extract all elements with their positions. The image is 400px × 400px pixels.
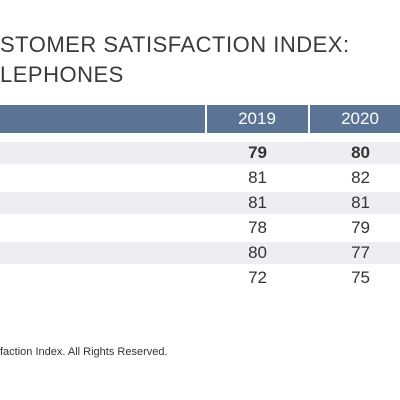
cell: 82: [351, 168, 370, 187]
cell: 78: [248, 218, 267, 237]
table-row: 79 80: [0, 142, 400, 164]
footer: faction Index. All Rights Reserved.: [0, 346, 168, 358]
table-row: 81 81: [0, 192, 400, 214]
separator: [205, 105, 207, 133]
cell: 79: [248, 143, 267, 162]
separator: [308, 105, 310, 133]
header-cell: 2020: [341, 109, 379, 128]
cell: 81: [248, 168, 267, 187]
cell: 72: [248, 268, 267, 287]
cell: 77: [351, 243, 370, 262]
cell: 80: [248, 243, 267, 262]
cell: 81: [248, 193, 267, 212]
table-row: 81 82: [0, 167, 400, 189]
cell: 81: [351, 193, 370, 212]
title-line: LEPHONES: [0, 62, 124, 87]
table-row: 72 75: [0, 267, 400, 289]
table-header: 2019 2020: [0, 105, 400, 133]
table-row: 80 77: [0, 242, 400, 264]
header-cell: 2019: [238, 109, 276, 128]
cell: 79: [351, 218, 370, 237]
title-line: STOMER SATISFACTION INDEX:: [0, 32, 350, 57]
cell: 80: [351, 143, 370, 162]
cell: 75: [351, 268, 370, 287]
table-row: 78 79: [0, 217, 400, 239]
